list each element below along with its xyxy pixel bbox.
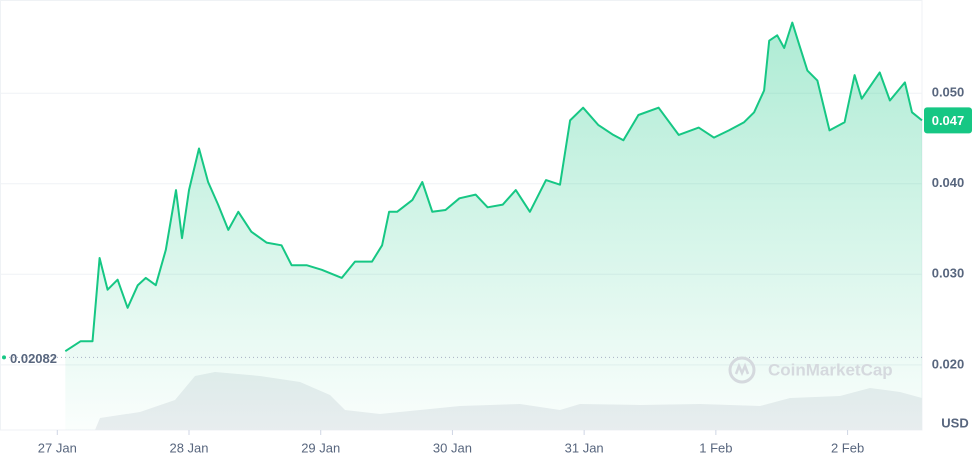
y-tick-label: 0.050 — [932, 85, 965, 100]
marks — [2, 21, 972, 430]
y-tick-label: 0.020 — [932, 356, 965, 371]
watermark-logo — [728, 356, 756, 384]
baseline-label: 0.02082 — [10, 351, 57, 366]
price-line — [64, 21, 923, 353]
x-tick-label: 30 Jan — [433, 440, 472, 455]
price-area — [65, 22, 923, 430]
y-tick-label: 0.040 — [932, 175, 965, 190]
current-price-tag — [924, 107, 972, 134]
baseline-dot — [2, 355, 6, 360]
x-tick-label: 1 Feb — [699, 440, 732, 455]
watermark: CoinMarketCap — [768, 360, 893, 379]
x-tick-label: 2 Feb — [831, 440, 864, 455]
y-tick-label: 0.030 — [932, 266, 965, 281]
x-tick-label: 28 Jan — [169, 440, 208, 455]
x-tick-label: 31 Jan — [565, 440, 604, 455]
unit-label: USD — [941, 415, 968, 430]
current-price-label: 0.047 — [932, 113, 965, 128]
x-tick-label: 27 Jan — [38, 440, 77, 455]
x-tick-label: 29 Jan — [301, 440, 340, 455]
